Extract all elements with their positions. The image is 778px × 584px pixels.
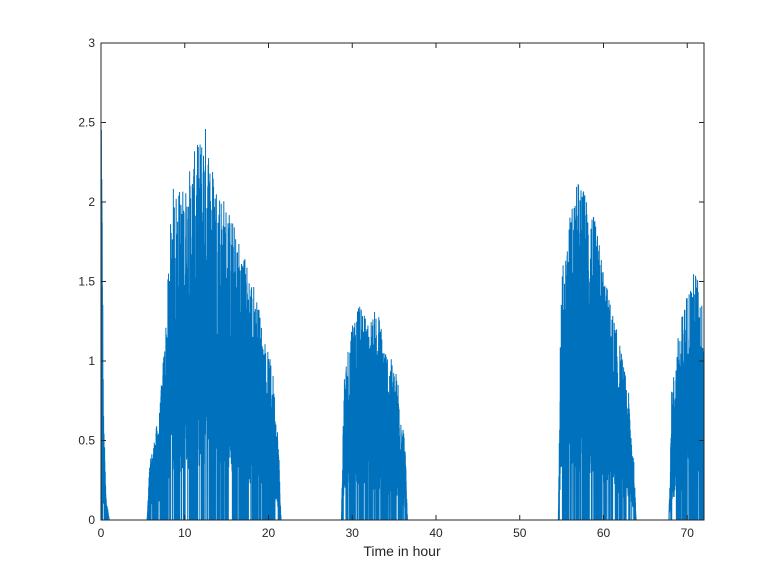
y-tick-label: 1: [88, 354, 95, 368]
x-tick-label: 10: [178, 526, 192, 540]
x-tick-label: 0: [98, 526, 105, 540]
x-axis-label: Time in hour: [363, 543, 441, 559]
data-series-line: [101, 123, 704, 520]
x-tick-label: 40: [429, 526, 443, 540]
x-tick-label: 20: [262, 526, 276, 540]
y-tick-label: 1.5: [78, 275, 95, 289]
y-tick-label: 3: [88, 36, 95, 50]
x-tick-label: 50: [513, 526, 527, 540]
y-tick-label: 2: [88, 195, 95, 209]
y-axis-ticks: 0 0.5 1 1.5 2 2.5 3: [78, 36, 704, 527]
x-tick-label: 70: [681, 526, 695, 540]
plot-area: [101, 123, 704, 520]
x-tick-label: 60: [597, 526, 611, 540]
x-axis-ticks: 0 10 20 30 40 50 60 70: [98, 43, 695, 540]
y-tick-label: 0: [88, 513, 95, 527]
y-tick-label: 2.5: [78, 116, 95, 130]
x-tick-label: 30: [346, 526, 360, 540]
y-tick-label: 0.5: [78, 434, 95, 448]
